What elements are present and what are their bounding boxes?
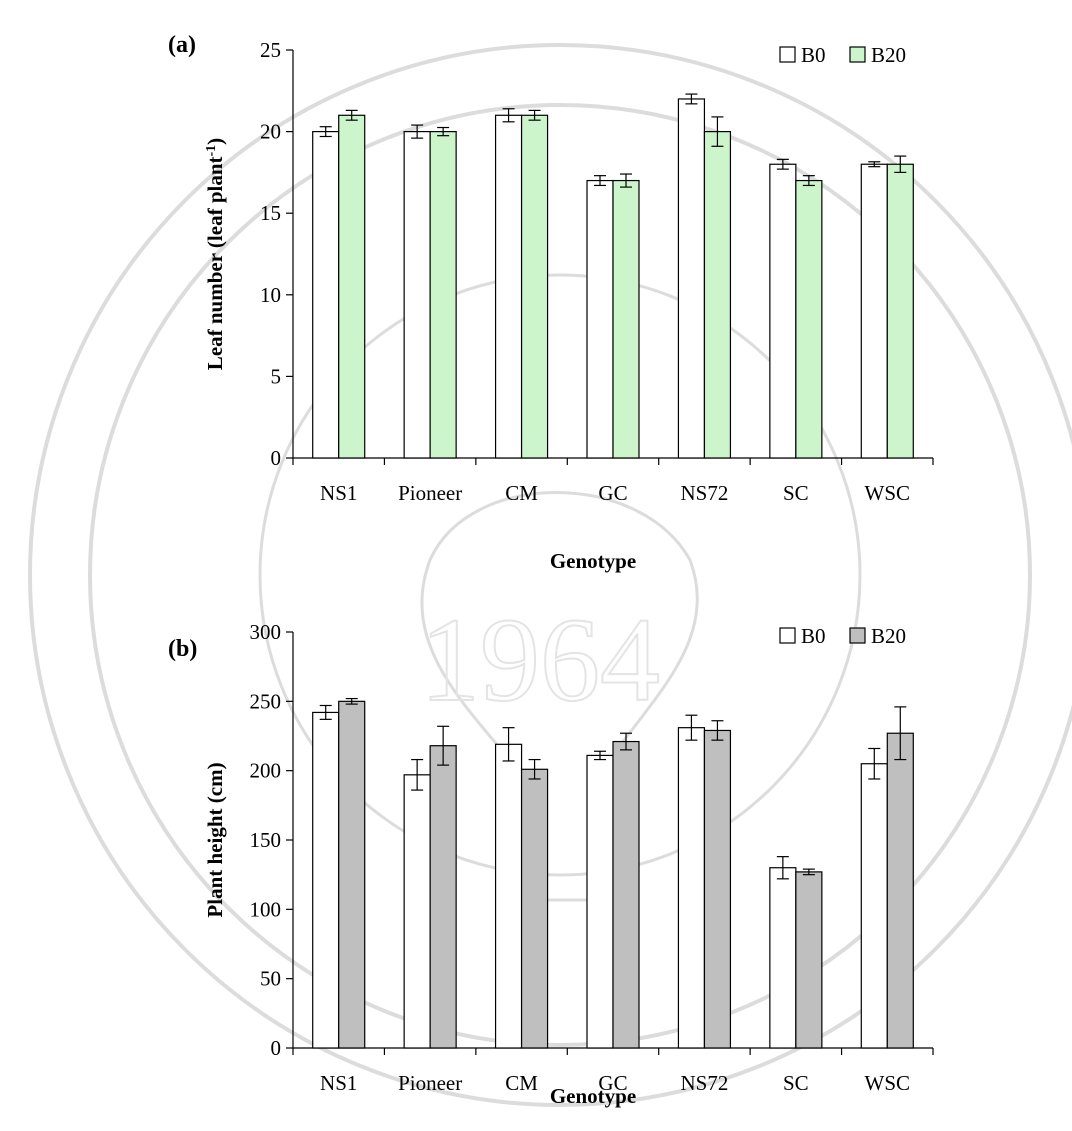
x-tick-label: Pioneer <box>398 481 462 505</box>
bar-b20-wsc <box>886 732 914 1049</box>
x-tick-label: Pioneer <box>398 1071 462 1095</box>
panel-label: (b) <box>168 636 197 662</box>
y-tick-label: 15 <box>260 201 281 225</box>
bar-b0-ns72 <box>677 727 706 1049</box>
x-tick-label: NS72 <box>680 481 728 505</box>
bar-b0-cm <box>494 743 523 1049</box>
x-axis-title: Genotype <box>550 549 636 573</box>
legend-label: B0 <box>801 43 826 67</box>
y-tick-label: 250 <box>250 689 282 713</box>
y-axis-title: Plant height (cm) <box>203 762 227 917</box>
y-tick-label: 20 <box>260 120 281 144</box>
legend-label: B20 <box>871 43 906 67</box>
y-tick-label: 300 <box>250 620 282 644</box>
legend-label: B0 <box>801 624 826 648</box>
bar-b20-cm <box>520 114 549 459</box>
x-axis-title: Genotype <box>550 1084 636 1108</box>
y-tick-label: 150 <box>250 828 282 852</box>
x-tick-label: WSC <box>865 481 911 505</box>
watermark-year-text: 1964 <box>420 593 660 726</box>
bar-b20-gc <box>612 740 640 1049</box>
bar-b0-pioneer <box>403 131 431 459</box>
y-axis-title: Leaf number (leaf plant-1) <box>203 138 227 370</box>
legend-swatch <box>849 46 866 63</box>
panel-label: (a) <box>168 32 196 58</box>
x-tick-label: NS1 <box>320 1071 357 1095</box>
bar-b20-gc <box>612 179 640 459</box>
legend-label: B20 <box>871 624 906 648</box>
bar-b20-ns72 <box>703 729 732 1049</box>
bar-b20-pioneer <box>429 745 457 1049</box>
x-tick-label: GC <box>598 1071 627 1095</box>
x-tick-label: WSC <box>865 1071 911 1095</box>
y-tick-label: 200 <box>250 759 282 783</box>
bar-b0-gc <box>586 179 614 459</box>
bar-b20-cm <box>520 768 549 1049</box>
bar-b0-gc <box>586 754 614 1049</box>
x-tick-label: CM <box>505 1071 538 1095</box>
bar-b0-wsc <box>860 163 888 459</box>
bar-b20-ns72 <box>703 131 732 459</box>
bar-b20-ns1 <box>338 114 366 459</box>
bar-b0-sc <box>769 867 797 1049</box>
chart-plant-height: (b) 0 50 100 150 200 250 300 NS1 Pioneer CM GC NS72 S… <box>168 620 934 1108</box>
x-tick-label: NS1 <box>320 481 357 505</box>
y-tick-label: 10 <box>260 283 281 307</box>
bar-b0-ns1 <box>312 711 340 1049</box>
bar-b20-wsc <box>886 163 914 459</box>
bar-b0-pioneer <box>403 774 431 1049</box>
university-seal-watermark: 1964 <box>28 43 1072 1107</box>
y-tick-label: 0 <box>271 446 282 470</box>
legend-swatch <box>779 627 796 644</box>
y-tick-label: 50 <box>260 967 281 991</box>
y-tick-label: 100 <box>250 897 282 921</box>
bar-b20-sc <box>795 871 823 1049</box>
y-tick-label: 25 <box>260 38 281 62</box>
y-tick-label: 5 <box>271 364 282 388</box>
x-tick-label: SC <box>783 1071 809 1095</box>
bar-b0-wsc <box>860 763 888 1049</box>
x-tick-label: GC <box>598 481 627 505</box>
bar-b20-ns1 <box>338 700 366 1049</box>
y-tick-label: 0 <box>271 1036 282 1060</box>
legend-swatch <box>779 46 796 63</box>
legend-swatch <box>849 627 866 644</box>
chart-leaf-number: (a) 0 5 10 15 20 25 NS1 Pioneer CM GC NS72 SC WSC Geno… <box>168 32 934 573</box>
x-tick-label: SC <box>783 481 809 505</box>
x-tick-label: CM <box>505 481 538 505</box>
bar-b20-sc <box>795 179 823 459</box>
bar-b0-sc <box>769 163 797 459</box>
bar-b20-pioneer <box>429 131 457 459</box>
bar-b0-ns1 <box>312 131 340 459</box>
x-tick-label: NS72 <box>680 1071 728 1095</box>
bar-b0-ns72 <box>677 98 706 459</box>
bar-b0-cm <box>494 114 523 459</box>
